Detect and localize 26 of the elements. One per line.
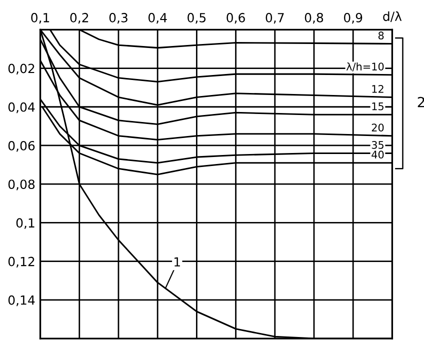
x-tick-label: 0,7 [266,12,284,24]
y-tick-label: 0,02 [8,64,34,74]
y-tick-label: 0,08 [8,180,35,190]
series-label: 35 [372,140,384,149]
x-tick-label: 0,3 [109,12,128,24]
x-tick-label: 0,5 [188,12,206,24]
text: 2 [418,96,424,108]
series-label: λ/h=10 [346,62,384,72]
x-tick-label: 0,1 [31,12,50,24]
series-label: 15 [372,102,384,110]
series-label: 20 [372,124,384,132]
x-tick-label: 0,4 [148,12,167,24]
x-tick-label: 0,8 [304,12,324,24]
x-axis-title: d/λ [383,11,402,22]
x-tick-label: 0,2 [70,12,88,24]
x-tick-label: 0,9 [344,12,362,24]
y-tick-label: 0,06 [8,140,35,152]
y-tick-label: 0,1 [16,218,34,229]
y-tick-label: 0,12 [8,256,34,268]
series-label: 40 [372,150,384,159]
annotation: 1 [174,257,180,266]
x-tick-label: 0,6 [226,12,245,24]
y-tick-label: 0,04 [8,102,35,114]
series-label: 12 [372,85,384,93]
series-label: 8 [378,32,384,40]
y-tick-label: 0,14 [8,295,35,306]
